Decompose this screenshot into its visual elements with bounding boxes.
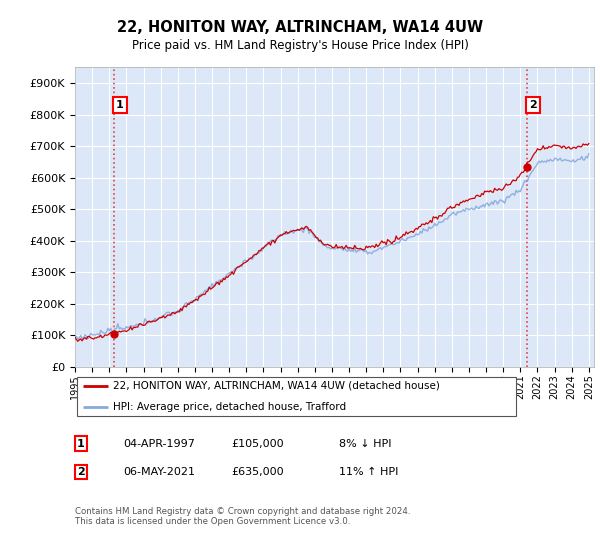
Text: Price paid vs. HM Land Registry's House Price Index (HPI): Price paid vs. HM Land Registry's House …: [131, 39, 469, 52]
Text: Contains HM Land Registry data © Crown copyright and database right 2024.
This d: Contains HM Land Registry data © Crown c…: [75, 507, 410, 526]
Text: 22, HONITON WAY, ALTRINCHAM, WA14 4UW: 22, HONITON WAY, ALTRINCHAM, WA14 4UW: [117, 20, 483, 35]
FancyBboxPatch shape: [77, 377, 517, 416]
Text: 1: 1: [77, 438, 85, 449]
Text: 04-APR-1997: 04-APR-1997: [123, 438, 195, 449]
Text: 06-MAY-2021: 06-MAY-2021: [123, 467, 195, 477]
Text: 8% ↓ HPI: 8% ↓ HPI: [339, 438, 391, 449]
Text: 2: 2: [77, 467, 85, 477]
Text: 22, HONITON WAY, ALTRINCHAM, WA14 4UW (detached house): 22, HONITON WAY, ALTRINCHAM, WA14 4UW (d…: [113, 381, 440, 391]
Text: £635,000: £635,000: [231, 467, 284, 477]
Text: 2: 2: [529, 100, 537, 110]
Text: £105,000: £105,000: [231, 438, 284, 449]
Text: HPI: Average price, detached house, Trafford: HPI: Average price, detached house, Traf…: [113, 402, 346, 412]
Text: 11% ↑ HPI: 11% ↑ HPI: [339, 467, 398, 477]
Text: 1: 1: [116, 100, 124, 110]
